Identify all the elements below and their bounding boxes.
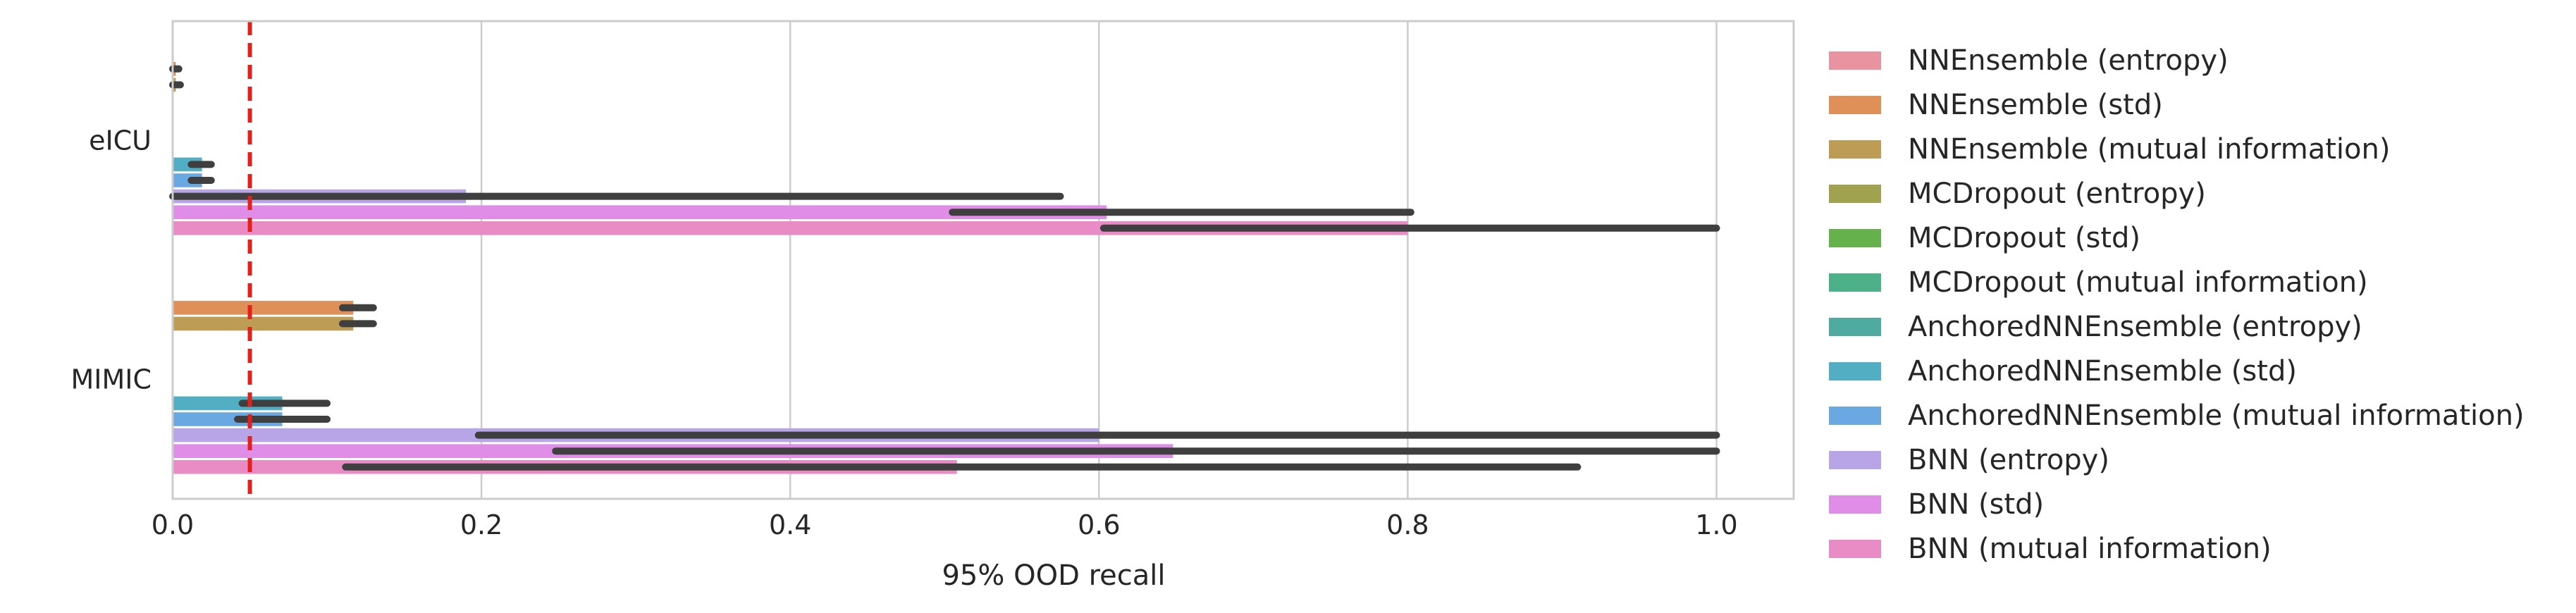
legend-label: MCDropout (entropy) xyxy=(1908,178,2206,210)
legend-label: MCDropout (std) xyxy=(1908,222,2140,254)
x-tick-label: 0.0 xyxy=(152,509,194,540)
legend-label: NNEnsemble (mutual information) xyxy=(1908,133,2390,166)
x-tick-labels: 0.0 0.2 0.4 0.6 0.8 1.0 xyxy=(152,509,1738,540)
legend-swatch xyxy=(1829,140,1881,159)
legend-label: BNN (entropy) xyxy=(1908,444,2109,476)
legend-swatch xyxy=(1829,407,1881,425)
legend-swatch xyxy=(1829,229,1881,247)
legend-label: BNN (mutual information) xyxy=(1908,533,2272,565)
x-tick-label: 0.8 xyxy=(1386,509,1429,540)
x-axis-title: 95% OOD recall xyxy=(942,559,1165,592)
bar xyxy=(173,205,1107,219)
legend-label: AnchoredNNEnsemble (entropy) xyxy=(1908,311,2362,343)
legend-swatch xyxy=(1829,540,1881,558)
bar xyxy=(173,316,354,331)
y-tick-label: eICU xyxy=(89,125,152,156)
legend-swatch xyxy=(1829,185,1881,203)
legend-label: AnchoredNNEnsemble (std) xyxy=(1908,355,2297,388)
legend-label: MCDropout (mutual information) xyxy=(1908,266,2368,299)
legend: NNEnsemble (entropy) NNEnsemble (std) NNEn… xyxy=(1829,44,2525,565)
legend-swatch xyxy=(1829,96,1881,114)
y-tick-labels: eICU MIMIC xyxy=(70,125,152,395)
legend-label: AnchoredNNEnsemble (mutual information) xyxy=(1908,400,2525,432)
x-tick-label: 0.2 xyxy=(460,509,503,540)
x-tick-label: 0.4 xyxy=(769,509,811,540)
bar xyxy=(173,301,354,315)
legend-label: NNEnsemble (entropy) xyxy=(1908,44,2229,77)
legend-swatch xyxy=(1829,495,1881,514)
legend-swatch xyxy=(1829,451,1881,469)
plot-area: 0.0 0.2 0.4 0.6 0.8 1.0 eICU MIMIC 95% OOD rec… xyxy=(70,20,1795,592)
legend-swatch xyxy=(1829,318,1881,336)
y-tick-label: MIMIC xyxy=(70,364,152,395)
legend-swatch xyxy=(1829,362,1881,380)
bar xyxy=(173,221,1408,235)
legend-swatch xyxy=(1829,51,1881,70)
legend-swatch xyxy=(1829,273,1881,292)
plot-frame xyxy=(171,20,1795,500)
error-bars xyxy=(169,65,1720,471)
x-tick-label: 1.0 xyxy=(1695,509,1737,540)
legend-label: BNN (std) xyxy=(1908,488,2044,521)
legend-label: NNEnsemble (std) xyxy=(1908,89,2163,121)
x-tick-label: 0.6 xyxy=(1078,509,1120,540)
